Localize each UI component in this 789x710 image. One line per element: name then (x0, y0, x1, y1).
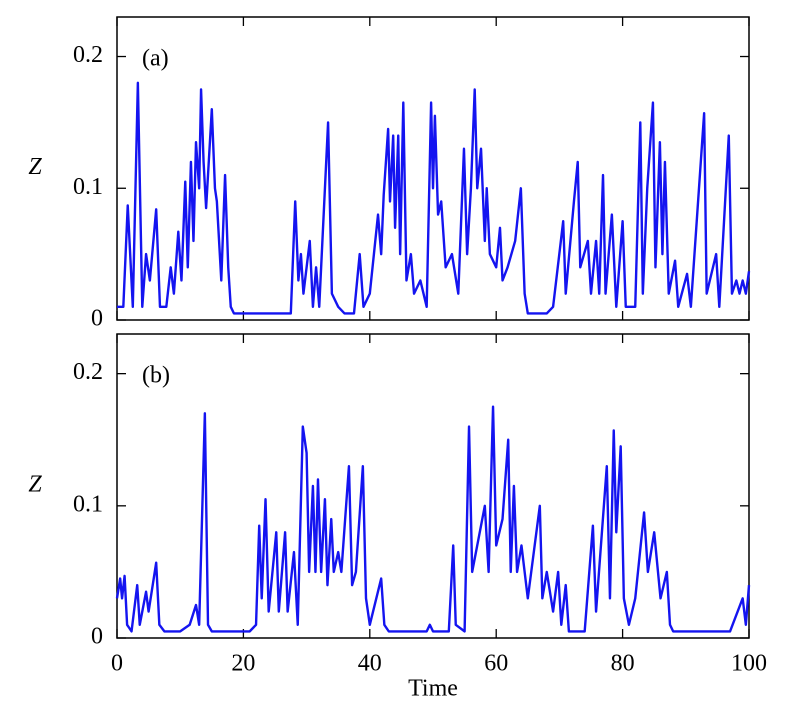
y-tick-label: 0 (91, 624, 103, 650)
y-tick-label: 0.2 (73, 359, 103, 385)
x-axis-label: Time (408, 676, 458, 702)
x-tick-label: 100 (731, 651, 767, 677)
data-line (115, 405, 751, 633)
data-line (117, 81, 751, 315)
x-tick-label: 80 (611, 651, 635, 677)
plot-frame (116, 333, 750, 639)
panel-label: (b) (142, 363, 170, 389)
y-axis-label: Z (28, 154, 42, 180)
x-tick-label: 60 (484, 651, 508, 677)
x-tick-label: 20 (231, 651, 255, 677)
y-tick-label: 0.1 (73, 491, 103, 517)
x-tick-label: 0 (111, 651, 123, 677)
y-tick-label: 0.2 (73, 42, 103, 68)
plot-frame (116, 16, 750, 321)
y-tick-label: 0 (91, 306, 103, 332)
y-axis-label: Z (28, 472, 42, 498)
panel-label: (a) (142, 46, 169, 72)
y-tick-label: 0.1 (73, 174, 103, 200)
x-tick-label: 40 (358, 651, 382, 677)
